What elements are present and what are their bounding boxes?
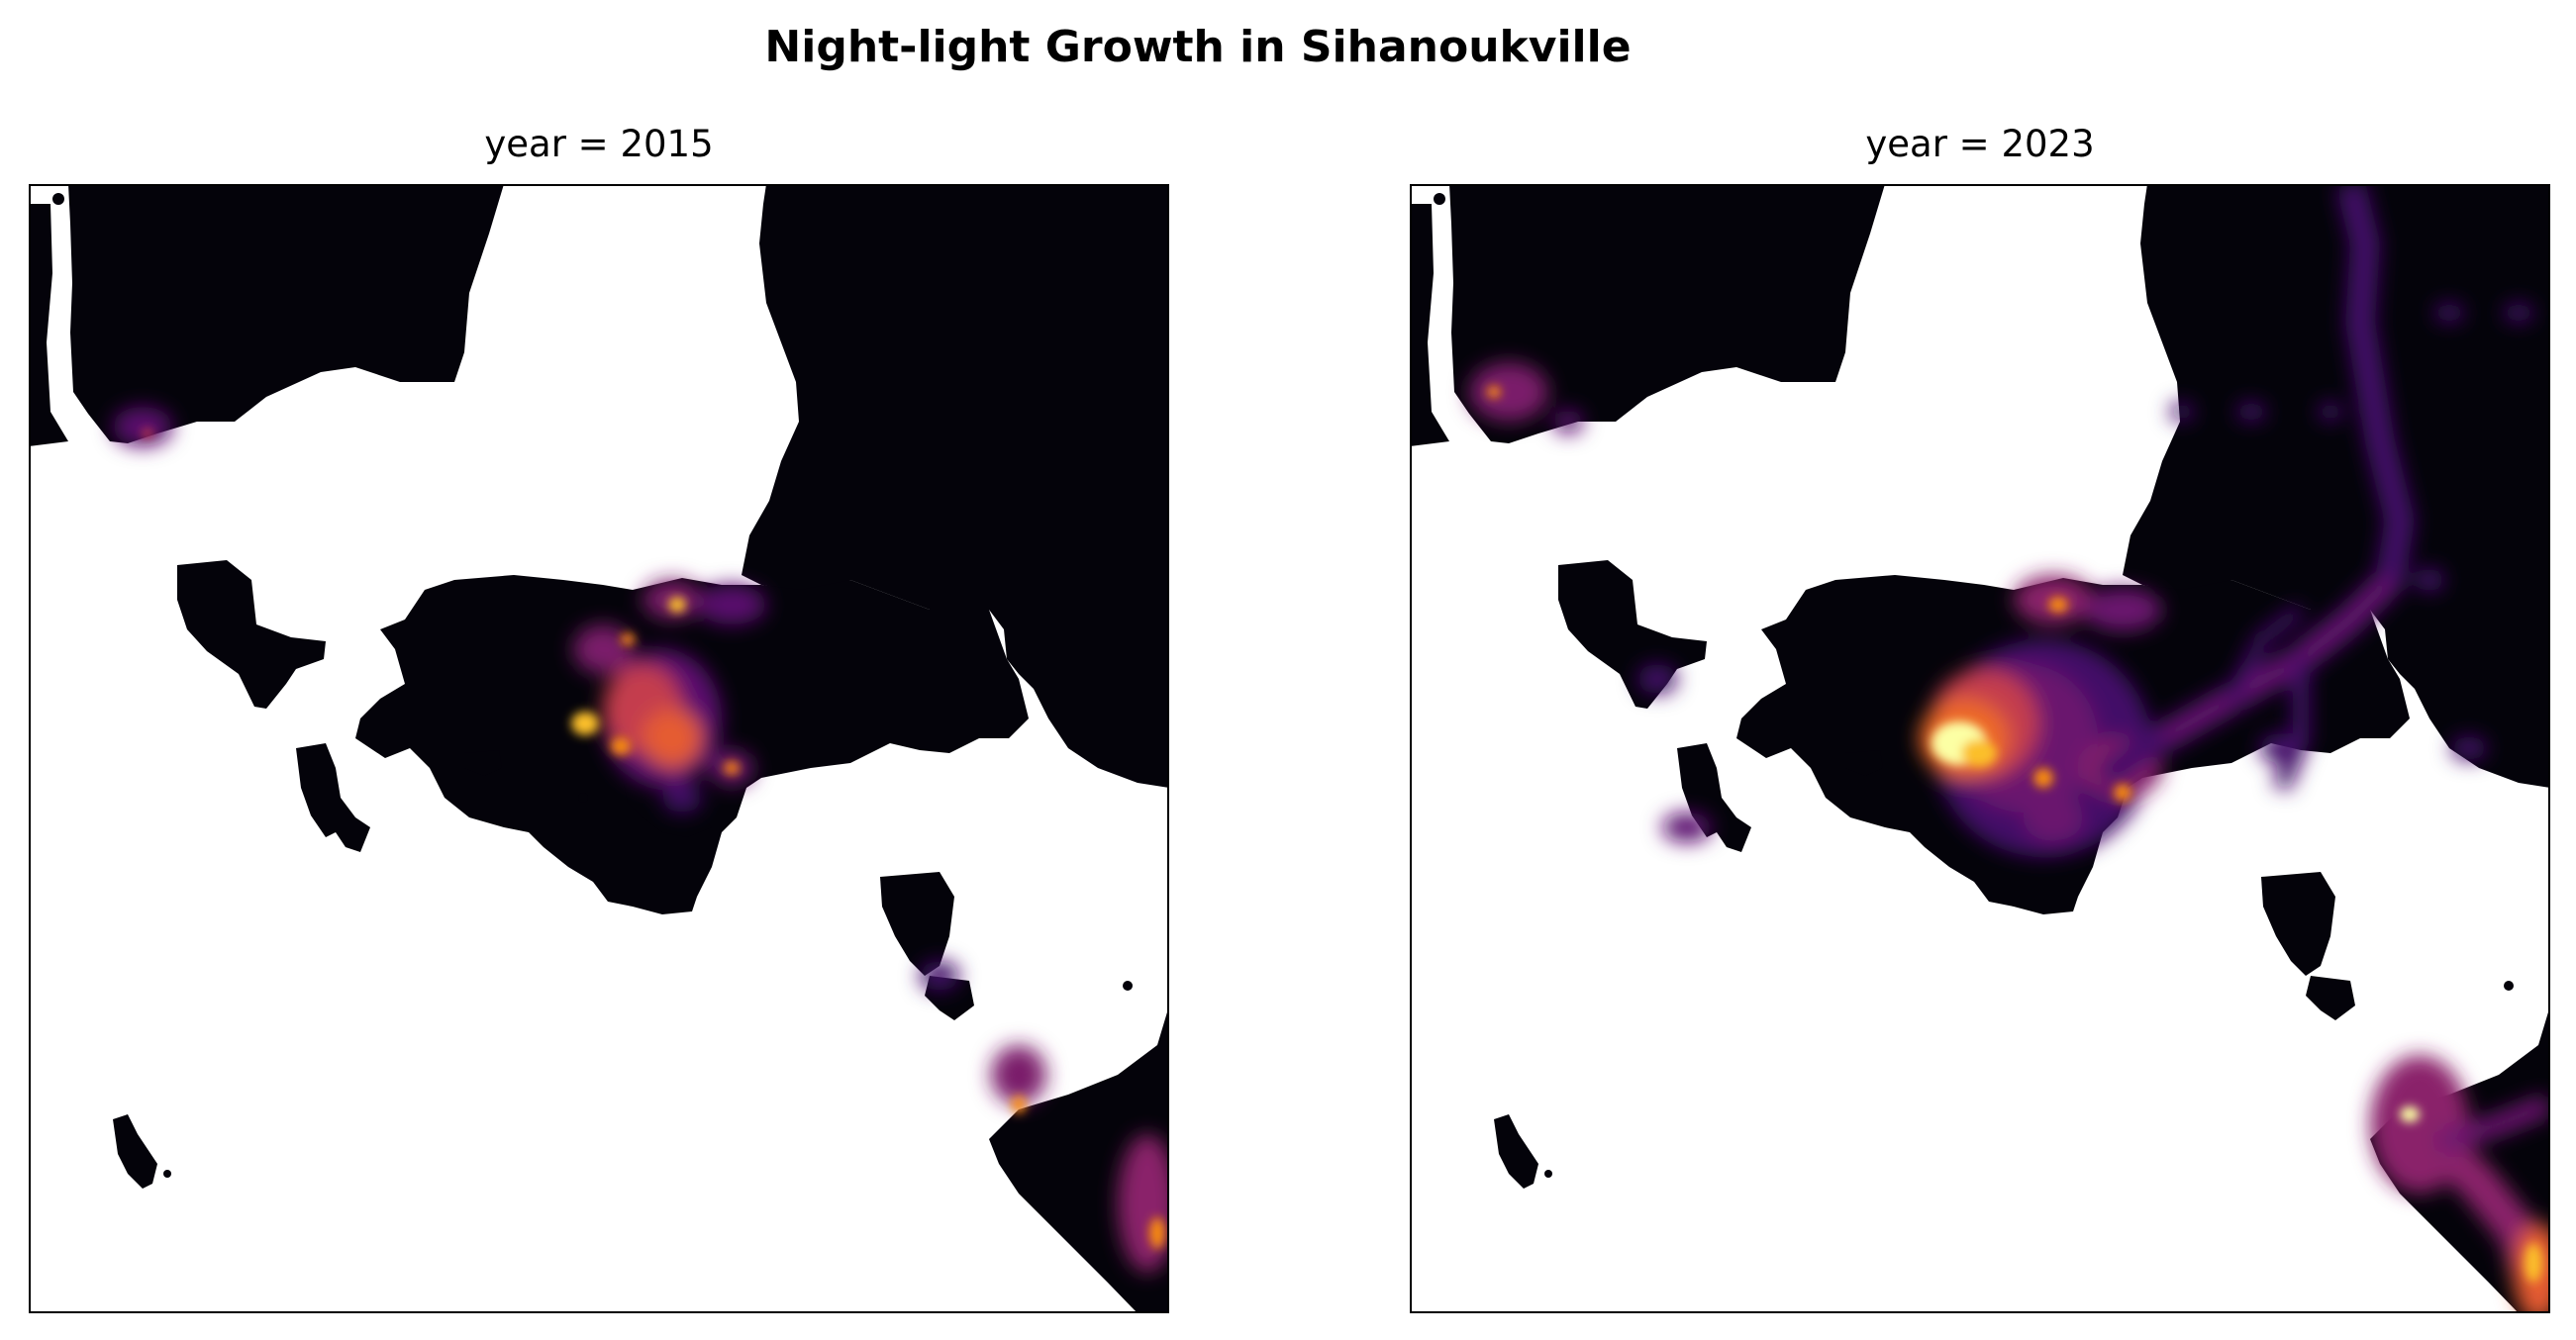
night-lights-2023-core [1487,386,2542,1283]
land-masses [29,184,1169,1313]
figure-title: Night-light Growth in Sihanoukville [764,22,1632,72]
map-frame [29,184,1169,1313]
map-panel-2015 [29,184,1169,1313]
night-lights-2023 [1469,184,2550,1313]
map-frame [1410,184,2550,1313]
panel-title-2023: year = 2023 [1865,123,2095,165]
map-panel-2023 [1410,184,2550,1313]
panel-title-2015: year = 2015 [484,123,714,165]
night-lights-2015-core [142,429,1165,1249]
